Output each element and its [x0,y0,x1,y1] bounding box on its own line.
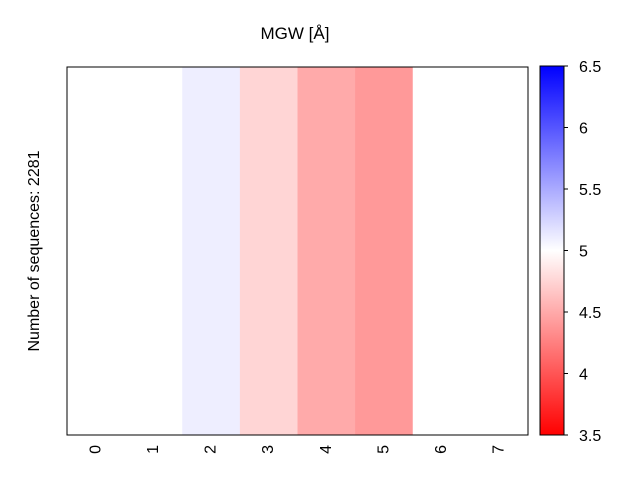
x-tick-labels: 0 1 2 3 4 5 6 7 [87,445,507,454]
plot-frame [66,66,529,436]
colorbar-tick-label: 4 [579,367,588,384]
heatmap-cell-1 [124,67,183,435]
x-tick-label: 3 [260,445,277,454]
y-axis-label: Number of sequences: 2281 [26,150,43,351]
x-tick-label: 4 [318,445,335,454]
x-tick-label: 6 [433,445,450,454]
colorbar-tick-label: 5.5 [579,182,601,199]
colorbar-tick-label: 3.5 [579,428,601,445]
colorbar-tick-label: 5 [579,244,588,261]
colorbar-tick-label: 4.5 [579,305,601,322]
x-tick-label: 7 [491,445,508,454]
chart-title: MGW [Å] [261,24,330,43]
heatmap-cell-7 [470,67,529,435]
heatmap-cell-5 [355,67,414,435]
colorbar-tick-labels: 3.5 4 4.5 5 5.5 6 6.5 [564,59,601,445]
x-tick-label: 2 [203,445,220,454]
x-tick-label: 5 [375,445,392,454]
heatmap-cell-3 [239,67,299,435]
heatmap-cell-6 [412,67,471,435]
x-tick-label: 1 [145,445,162,454]
colorbar-tick-label: 6.5 [579,59,601,76]
heatmap-cell-0 [67,67,126,435]
heatmap-cell-2 [182,67,241,435]
colorbar-tick-label: 6 [579,121,588,138]
x-tick-label: 0 [87,445,104,454]
heatmap-cell-4 [297,67,356,435]
heatmap-cells [67,67,529,435]
colorbar [539,65,565,436]
